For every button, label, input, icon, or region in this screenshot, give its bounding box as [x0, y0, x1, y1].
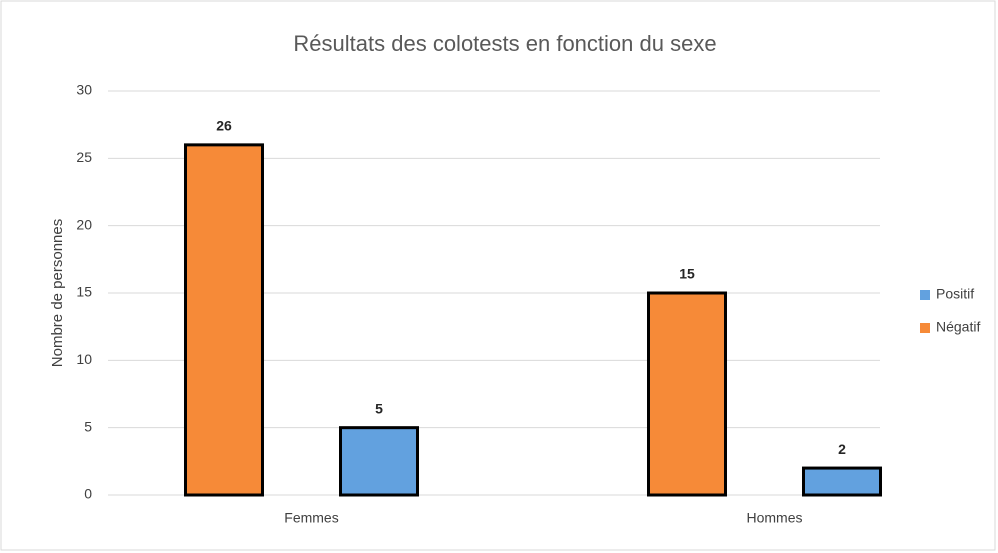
bar: [802, 466, 882, 497]
y-tick-label: 20: [76, 216, 92, 232]
x-tick-label: Hommes: [746, 510, 802, 526]
chart-title: Résultats des colotests en fonction du s…: [293, 31, 716, 56]
y-tick-label: 10: [76, 351, 92, 367]
bar: [184, 143, 264, 497]
bar: [339, 426, 419, 497]
data-label: 15: [679, 266, 695, 282]
legend-swatch: [920, 290, 930, 300]
y-tick-label: 25: [76, 149, 92, 165]
legend-label: Positif: [936, 286, 974, 302]
legend-swatch: [920, 323, 930, 333]
y-tick-label: 0: [84, 486, 92, 502]
data-label: 26: [216, 118, 232, 134]
y-tick-label: 5: [84, 418, 92, 434]
y-tick-label: 15: [76, 284, 92, 300]
bar: [647, 291, 727, 497]
y-axis-title: Nombre de personnes: [49, 219, 66, 367]
legend-label: Négatif: [936, 319, 980, 335]
data-label: 5: [375, 400, 383, 416]
data-label: 2: [838, 441, 846, 457]
y-tick-label: 30: [76, 82, 92, 98]
x-tick-label: Femmes: [284, 510, 338, 526]
